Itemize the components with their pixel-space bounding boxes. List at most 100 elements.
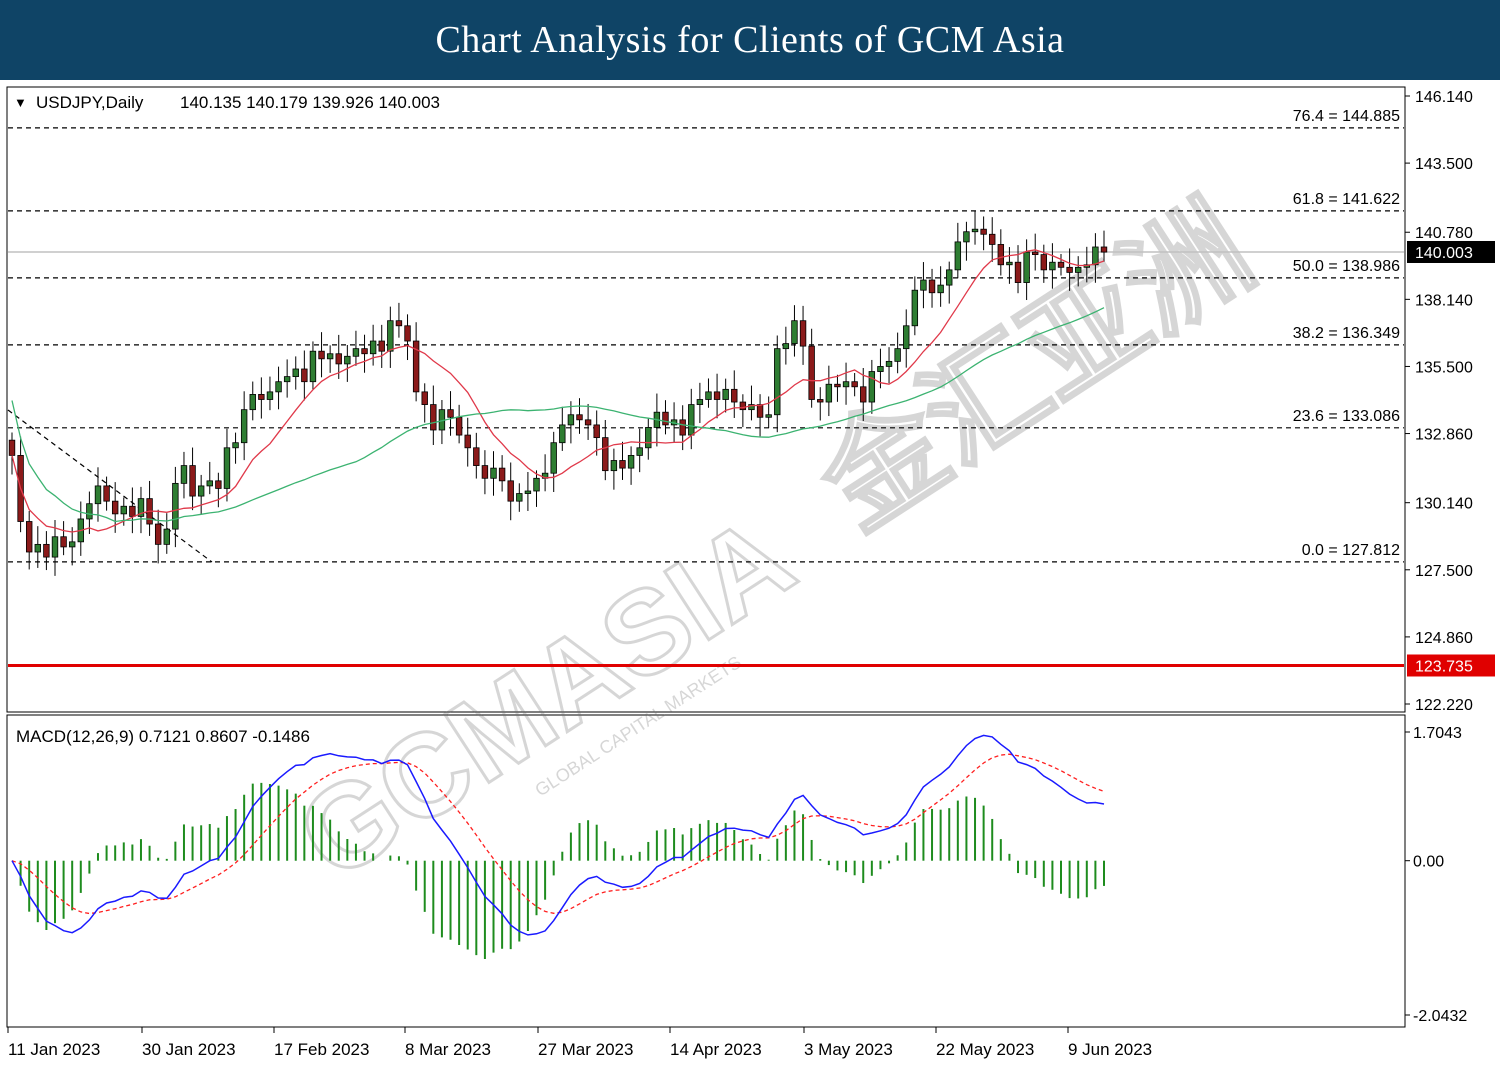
- candle: [189, 447, 196, 511]
- candle-body: [1066, 266, 1073, 273]
- candle: [593, 410, 600, 456]
- candle: [447, 391, 454, 436]
- price-axis-label: 130.140: [1415, 496, 1473, 513]
- candle-body: [765, 414, 772, 418]
- candle-body: [619, 460, 626, 469]
- candle-body: [275, 381, 282, 393]
- candle: [68, 527, 76, 566]
- candle-body: [266, 391, 274, 400]
- candle: [808, 328, 815, 408]
- macd-axis-label: -2.0432: [1413, 1008, 1467, 1025]
- candle: [473, 432, 480, 479]
- candle-body: [688, 404, 695, 436]
- candle-body: [524, 490, 532, 494]
- candle-body: [679, 419, 686, 436]
- candle-body: [550, 442, 557, 474]
- current-price-badge: [1407, 240, 1495, 263]
- candle-body: [903, 325, 910, 350]
- candle-body: [1092, 246, 1099, 266]
- candle: [825, 365, 833, 417]
- x-axis-label: 30 Jan 2023: [142, 1040, 236, 1059]
- candle: [903, 309, 910, 368]
- candle: [576, 398, 583, 434]
- candle: [756, 394, 764, 437]
- candle: [705, 378, 712, 408]
- candle-body: [318, 350, 325, 360]
- candle: [309, 341, 317, 390]
- candle: [610, 448, 618, 490]
- candle: [842, 362, 850, 405]
- candle-body: [490, 467, 497, 479]
- candle-body: [911, 289, 919, 327]
- candle: [412, 322, 420, 402]
- candle: [498, 455, 506, 492]
- candle: [464, 417, 471, 467]
- candle: [1040, 244, 1048, 283]
- price-axis-label: 138.140: [1415, 292, 1473, 309]
- candle: [533, 470, 540, 507]
- candle: [799, 305, 807, 365]
- candle-body: [43, 543, 50, 558]
- candle-body: [8, 439, 16, 456]
- candle-body: [696, 399, 704, 405]
- candle-body: [584, 419, 592, 426]
- fib-level-label: 61.8 = 141.622: [1293, 191, 1400, 208]
- x-axis-label: 22 May 2023: [936, 1040, 1034, 1059]
- current-price-label: 140.003: [1415, 245, 1473, 262]
- candle: [404, 314, 411, 361]
- candle-body: [120, 505, 127, 515]
- candle-body: [473, 447, 480, 466]
- candle: [584, 403, 592, 440]
- candle-body: [516, 493, 523, 502]
- candle: [507, 462, 514, 521]
- candle: [817, 387, 824, 421]
- price-axis-label: 135.500: [1415, 359, 1473, 376]
- candle-body: [722, 388, 729, 400]
- candle-body: [258, 394, 265, 400]
- candle-body: [825, 383, 833, 403]
- candle: [731, 370, 738, 418]
- candle-body: [249, 394, 256, 411]
- price-indicator-arrow: ▼: [14, 95, 27, 110]
- candle: [911, 276, 919, 336]
- price-axis-label: 122.220: [1415, 697, 1473, 714]
- fib-level-label: 50.0 = 138.986: [1293, 258, 1400, 275]
- candle: [258, 377, 265, 419]
- candle-body: [395, 320, 403, 327]
- candle: [619, 441, 626, 480]
- candle-body: [817, 399, 824, 403]
- candle: [154, 509, 162, 564]
- candle-body: [860, 386, 867, 403]
- x-axis-label: 3 May 2023: [804, 1040, 893, 1059]
- candle: [860, 368, 867, 422]
- candle: [490, 451, 497, 496]
- candle-body: [481, 465, 489, 479]
- candle-body: [1023, 251, 1030, 283]
- chart-symbol: USDJPY,Daily: [36, 93, 144, 112]
- candle: [232, 432, 239, 464]
- candle: [739, 394, 747, 428]
- candle: [172, 466, 179, 548]
- candle: [851, 372, 858, 397]
- candle-body: [1100, 246, 1108, 253]
- candle-body: [567, 414, 575, 426]
- candle-body: [963, 231, 970, 243]
- candle-body: [507, 480, 514, 502]
- candle: [275, 366, 282, 410]
- candle: [980, 216, 987, 251]
- candle-body: [610, 460, 618, 472]
- candle-body: [309, 350, 317, 383]
- candle: [997, 229, 1005, 276]
- candle: [326, 345, 334, 373]
- candle: [86, 491, 93, 534]
- candle: [920, 262, 927, 309]
- candle: [481, 450, 489, 495]
- fib-level-label: 38.2 = 136.349: [1293, 325, 1400, 342]
- candle-body: [326, 353, 334, 360]
- candle-body: [894, 348, 901, 362]
- candle: [266, 376, 274, 411]
- header-banner: Chart Analysis for Clients of GCM Asia: [0, 0, 1500, 80]
- candle-body: [928, 279, 936, 294]
- candle: [137, 486, 145, 534]
- candle: [928, 268, 936, 308]
